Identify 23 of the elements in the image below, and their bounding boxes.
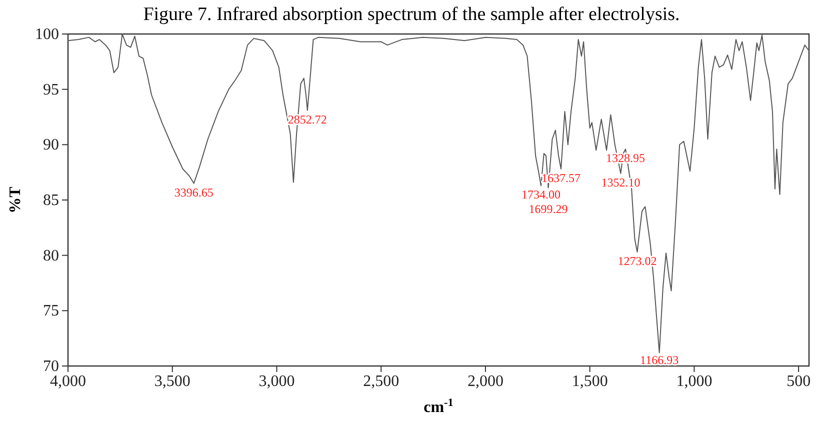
y-tick-label: 95 xyxy=(43,81,59,98)
x-tick-label: 2,000 xyxy=(467,373,504,390)
chart-title: Figure 7. Infrared absorption spectrum of the sample after electrolysis. xyxy=(143,4,680,25)
x-tick-label: 3,000 xyxy=(258,373,295,390)
x-tick-label: 2,500 xyxy=(363,373,400,390)
x-axis-title: cm$^{-1}$ xyxy=(424,397,454,416)
y-tick-label: 80 xyxy=(43,247,59,264)
line-series xyxy=(68,34,808,354)
annotation: 1699.29 xyxy=(528,202,568,216)
x-tick-label: 1,000 xyxy=(676,373,712,390)
annotation: 1734.00 xyxy=(521,188,560,202)
x-tick-label: 1,500 xyxy=(572,373,608,390)
y-tick-label: 100 xyxy=(35,26,59,43)
y-tick-label: 90 xyxy=(43,136,59,154)
x-tick-label: 3,500 xyxy=(154,373,190,390)
y-tick-label: 75 xyxy=(43,302,59,320)
y-tick-label: 70 xyxy=(43,358,59,375)
annotation: 3396.65 xyxy=(174,185,214,200)
annotation: 1166.93 xyxy=(640,353,679,367)
y-tick-label: 85 xyxy=(43,192,59,209)
x-tick-label: 500 xyxy=(786,373,811,390)
y-axis-title: %T xyxy=(7,186,24,214)
x-tick-label: 4,000 xyxy=(50,373,86,390)
